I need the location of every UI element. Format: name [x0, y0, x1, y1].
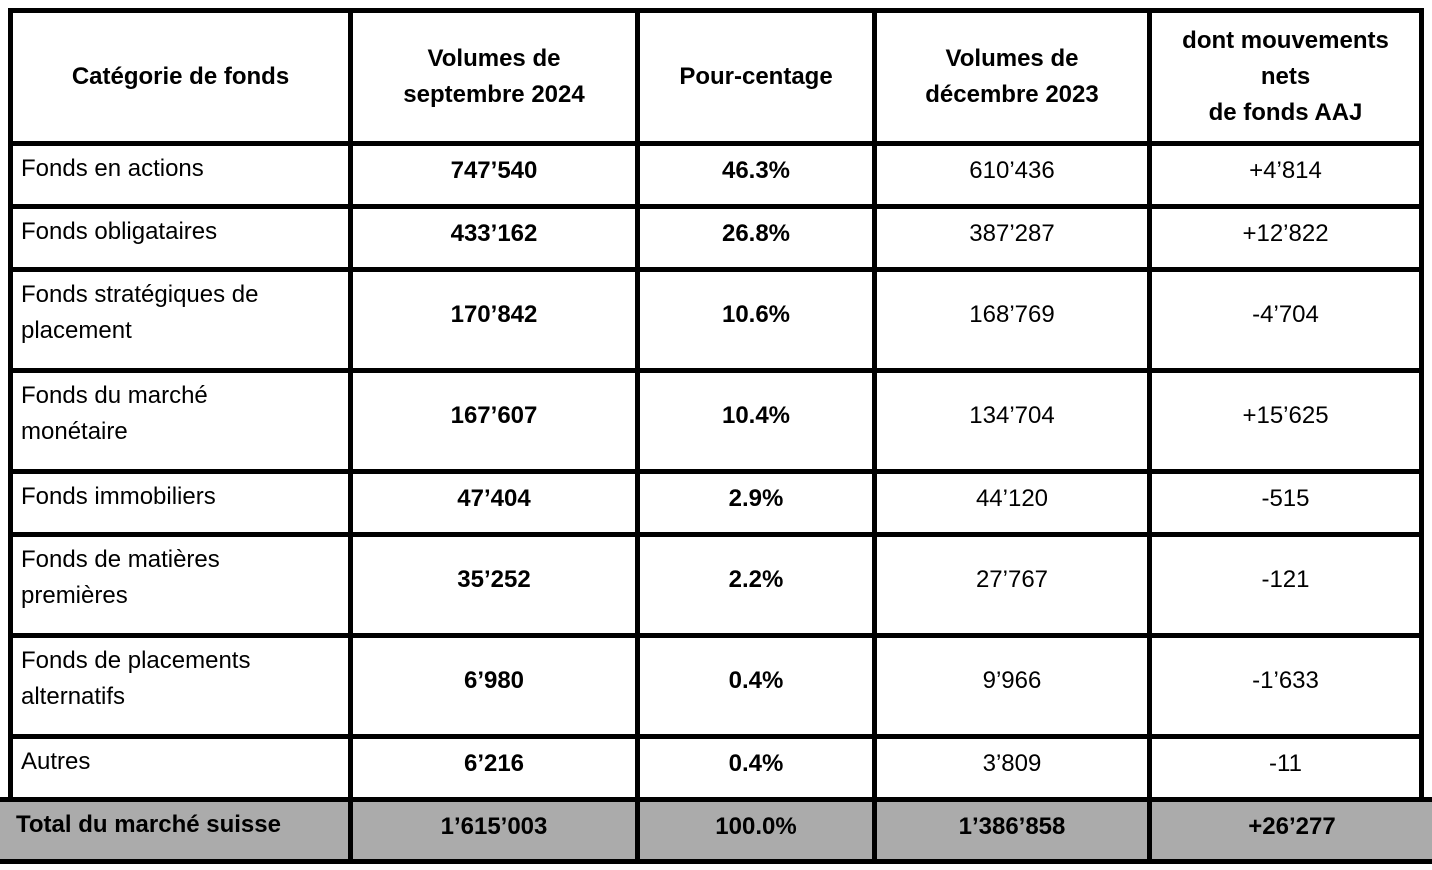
header-row: Catégorie de fonds Volumes de septembre … — [13, 13, 1419, 141]
cell-net-movements: -515 — [1147, 474, 1419, 532]
cell-net-movements: -4’704 — [1147, 272, 1419, 368]
cell-volume-dec-2023: 27’767 — [872, 537, 1147, 633]
cell-volume-dec-2023: 134’704 — [872, 373, 1147, 469]
table-row-fonds-placements-alternatifs: Fonds de placements alternatifs 6’980 0.… — [13, 633, 1419, 734]
cell-volume-sep-2024: 6’980 — [348, 638, 635, 734]
cell-category: Fonds du marché monétaire — [21, 382, 208, 445]
cell-volume-sep-2024: 6’216 — [348, 739, 635, 797]
cell-net-movements: +4’814 — [1147, 146, 1419, 204]
cell-volume-dec-2023: 387’287 — [872, 209, 1147, 267]
cell-category: Fonds en actions — [21, 155, 204, 182]
cell-volume-dec-2023: 168’769 — [872, 272, 1147, 368]
cell-category: Fonds stratégiques de placement — [21, 281, 259, 344]
cell-volume-sep-2024: 170’842 — [348, 272, 635, 368]
cell-percentage: 2.9% — [635, 474, 872, 532]
cell-volume-dec-2023: 44’120 — [872, 474, 1147, 532]
table-row-fonds-matieres-premieres: Fonds de matières premières 35’252 2.2% … — [13, 532, 1419, 633]
total-row: Total du marché suisse 1’615’003 100.0% … — [0, 797, 1432, 864]
cell-volume-dec-2023: 9’966 — [872, 638, 1147, 734]
cell-percentage: 10.4% — [635, 373, 872, 469]
table-row-fonds-immobiliers: Fonds immobiliers 47’404 2.9% 44’120 -51… — [13, 469, 1419, 532]
table-row-fonds-strategiques: Fonds stratégiques de placement 170’842 … — [13, 267, 1419, 368]
cell-volume-dec-2023: 3’809 — [872, 739, 1147, 797]
table-row-autres: Autres 6’216 0.4% 3’809 -11 — [13, 734, 1419, 797]
column-header-net-movements: dont mouvements nets de fonds AAJ — [1147, 13, 1419, 141]
column-header-category: Catégorie de fonds — [71, 63, 290, 90]
cell-percentage: 26.8% — [635, 209, 872, 267]
cell-volume-sep-2024: 35’252 — [348, 537, 635, 633]
cell-category: Fonds obligataires — [21, 218, 218, 245]
table-row-fonds-en-actions: Fonds en actions 747’540 46.3% 610’436 +… — [13, 141, 1419, 204]
cell-net-movements: -121 — [1147, 537, 1419, 633]
cell-percentage: 46.3% — [635, 146, 872, 204]
cell-percentage: 0.4% — [635, 638, 872, 734]
table-row-fonds-obligataires: Fonds obligataires 433’162 26.8% 387’287… — [13, 204, 1419, 267]
cell-net-movements: -11 — [1147, 739, 1419, 797]
cell-percentage: 2.2% — [635, 537, 872, 633]
cell-category: Autres — [21, 748, 91, 775]
total-cell-volume-dec-2023: 1’386’858 — [872, 802, 1147, 859]
total-cell-category: Total du marché suisse — [16, 811, 281, 838]
cell-volume-dec-2023: 610’436 — [872, 146, 1147, 204]
total-cell-net-movements: +26’277 — [1147, 802, 1432, 859]
cell-volume-sep-2024: 747’540 — [348, 146, 635, 204]
cell-percentage: 0.4% — [635, 739, 872, 797]
total-cell-percentage: 100.0% — [635, 802, 872, 859]
column-header-volumes-dec-2023: Volumes de décembre 2023 — [872, 13, 1147, 141]
cell-net-movements: -1’633 — [1147, 638, 1419, 734]
cell-category: Fonds de placements alternatifs — [21, 647, 251, 710]
cell-net-movements: +12’822 — [1147, 209, 1419, 267]
fund-category-table: Catégorie de fonds Volumes de septembre … — [8, 8, 1424, 797]
total-cell-volume-sep-2024: 1’615’003 — [348, 802, 635, 859]
cell-percentage: 10.6% — [635, 272, 872, 368]
cell-volume-sep-2024: 47’404 — [348, 474, 635, 532]
cell-volume-sep-2024: 433’162 — [348, 209, 635, 267]
cell-category: Fonds de matières premières — [21, 546, 220, 609]
column-header-volumes-sep-2024: Volumes de septembre 2024 — [348, 13, 635, 141]
column-header-percentage: Pour-centage — [635, 13, 872, 141]
cell-net-movements: +15’625 — [1147, 373, 1419, 469]
cell-category: Fonds immobiliers — [21, 483, 216, 510]
table-row-fonds-marche-monetaire: Fonds du marché monétaire 167’607 10.4% … — [13, 368, 1419, 469]
cell-volume-sep-2024: 167’607 — [348, 373, 635, 469]
